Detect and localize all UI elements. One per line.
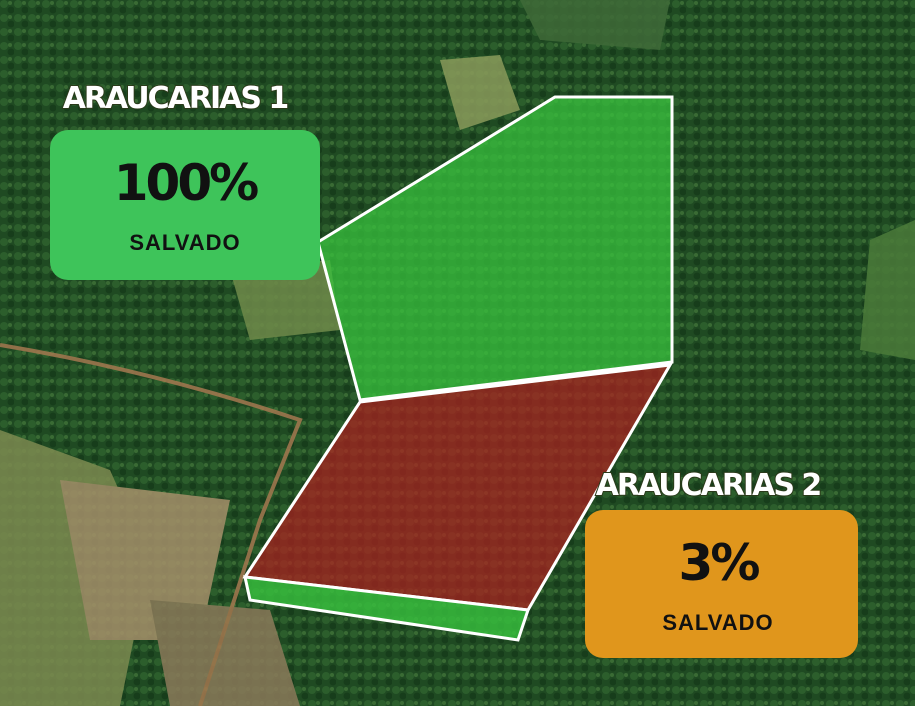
map-scene: ARAUCARIAS 1 100% SALVADO ARAUCARIAS 2 3… — [0, 0, 915, 706]
status: SALVADO — [129, 230, 240, 255]
percent: 3% — [679, 534, 760, 592]
area-title: ARAUCARIAS 2 — [596, 468, 821, 503]
area-title: ARAUCARIAS 1 — [63, 81, 288, 116]
status: SALVADO — [662, 610, 773, 635]
percent: 100% — [114, 154, 258, 212]
